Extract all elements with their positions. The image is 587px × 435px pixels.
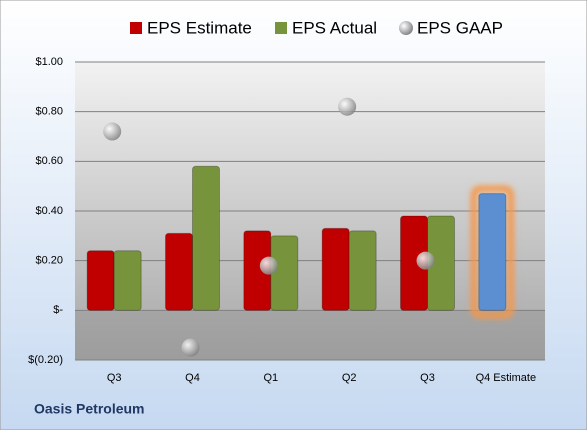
legend-label: EPS Estimate — [147, 18, 252, 37]
y-tick-label: $0.60 — [35, 155, 63, 167]
caption: Oasis Petroleum — [34, 401, 145, 417]
bar — [270, 235, 299, 311]
legend-marker — [275, 22, 287, 34]
legend-marker — [130, 22, 142, 34]
x-tick-label: Q2 — [342, 372, 357, 384]
bar — [321, 227, 350, 311]
y-tick-label: $0.40 — [35, 205, 63, 217]
point — [181, 338, 200, 357]
x-tick-label: Q4 — [185, 372, 200, 384]
x-tick-label: Q4 Estimate — [476, 372, 537, 384]
point — [338, 97, 357, 116]
bar — [165, 232, 193, 311]
point — [259, 256, 278, 275]
y-tick-label: $0.20 — [35, 255, 63, 267]
legend-label: EPS GAAP — [417, 18, 503, 37]
x-tick-label: Q3 — [420, 372, 435, 384]
point — [416, 251, 435, 270]
highlight — [470, 185, 514, 319]
bar — [348, 230, 377, 311]
bar — [86, 250, 115, 311]
point — [103, 122, 122, 141]
bar — [478, 193, 507, 311]
y-tick-label: $- — [53, 304, 63, 316]
x-tick-label: Q1 — [263, 372, 278, 384]
y-tick-label: $0.80 — [35, 106, 63, 118]
bar — [192, 165, 220, 311]
y-tick-label: $(0.20) — [28, 354, 63, 366]
x-tick-label: Q3 — [107, 372, 122, 384]
bar — [113, 250, 142, 311]
legend-label: EPS Actual — [292, 18, 377, 37]
negative-region — [75, 310, 545, 360]
y-tick-label: $1.00 — [35, 56, 63, 68]
legend-marker — [399, 21, 413, 35]
